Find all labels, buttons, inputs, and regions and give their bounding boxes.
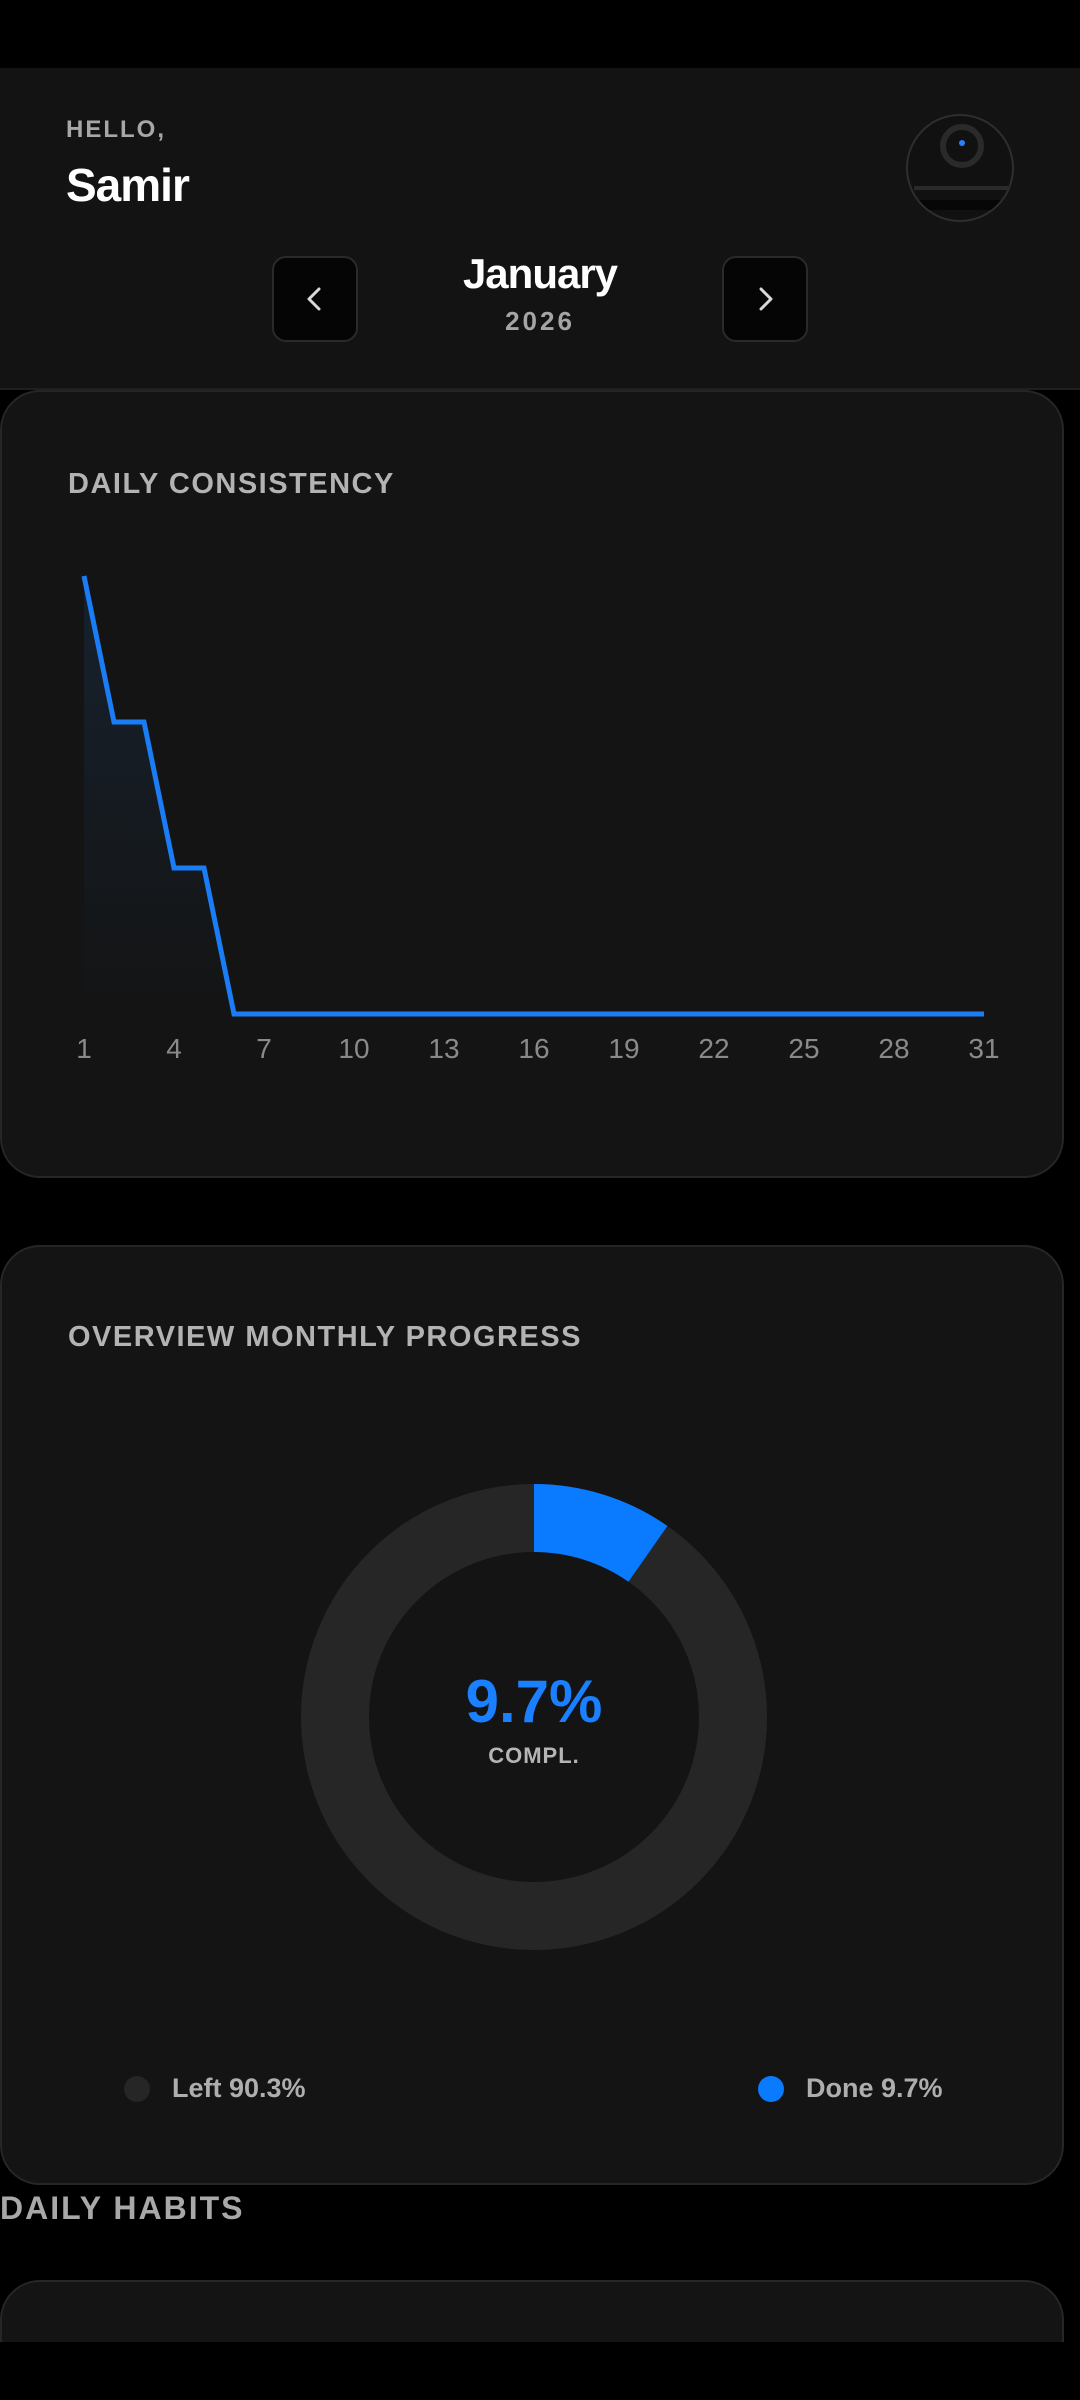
avatar-line — [914, 186, 1010, 190]
previous-month-button[interactable] — [272, 256, 358, 342]
avatar-ring-icon — [940, 124, 984, 168]
consistency-line — [81, 575, 984, 1017]
header — [0, 68, 1080, 390]
x-tick-label: 19 — [608, 1033, 639, 1064]
month-label: January — [462, 250, 618, 297]
x-tick-label: 16 — [518, 1033, 549, 1064]
x-tick-label: 1 — [76, 1033, 92, 1064]
greeting-text: HELLO, — [66, 116, 166, 143]
monthly-progress-donut — [301, 1484, 767, 1950]
avatar-dot-icon — [959, 140, 965, 146]
completion-percent: 9.7% — [465, 1668, 603, 1735]
chevron-right-icon — [759, 287, 773, 311]
daily-consistency-chart: 1 4 7 10 13 16 19 22 25 28 31 — [76, 575, 1000, 1064]
x-tick-label: 10 — [338, 1033, 369, 1064]
legend-done: Done 9.7% — [758, 2073, 943, 2104]
legend-done-label: Done 9.7% — [806, 2073, 943, 2103]
completion-label: COMPL. — [488, 1743, 580, 1768]
year-label: 2026 — [505, 306, 575, 336]
x-tick-label: 31 — [968, 1033, 999, 1064]
user-name: Samir — [66, 159, 190, 211]
daily-habits-title: DAILY HABITS — [0, 2190, 245, 2226]
legend-left-dot — [124, 2075, 150, 2102]
avatar-bar — [914, 200, 1010, 210]
legend-left: Left 90.3% — [124, 2073, 306, 2104]
legend-left-label: Left 90.3% — [172, 2073, 306, 2103]
x-tick-label: 13 — [428, 1033, 459, 1064]
consistency-area — [84, 576, 984, 1014]
overview-title: OVERVIEW MONTHLY PROGRESS — [68, 1321, 582, 1353]
daily-consistency-title: DAILY CONSISTENCY — [68, 468, 395, 500]
chevron-left-icon — [307, 287, 321, 311]
x-tick-label: 7 — [256, 1033, 272, 1064]
legend-done-dot — [758, 2075, 784, 2102]
system-bottom-bar — [0, 2342, 1080, 2400]
donut-slice-done — [534, 1484, 668, 1582]
x-tick-label: 4 — [166, 1033, 182, 1064]
x-tick-label: 25 — [788, 1033, 819, 1064]
next-month-button[interactable] — [722, 256, 808, 342]
x-tick-label: 28 — [878, 1033, 909, 1064]
daily-consistency-card: DAILY CONSISTENCY 1 4 7 10 13 16 19 22 25 28 31 — [0, 390, 1064, 1178]
avatar[interactable] — [906, 114, 1014, 222]
x-tick-label: 22 — [698, 1033, 729, 1064]
overview-monthly-progress-card: OVERVIEW MONTHLY PROGRESS 9.7% COMPL. Le… — [0, 1245, 1064, 2185]
